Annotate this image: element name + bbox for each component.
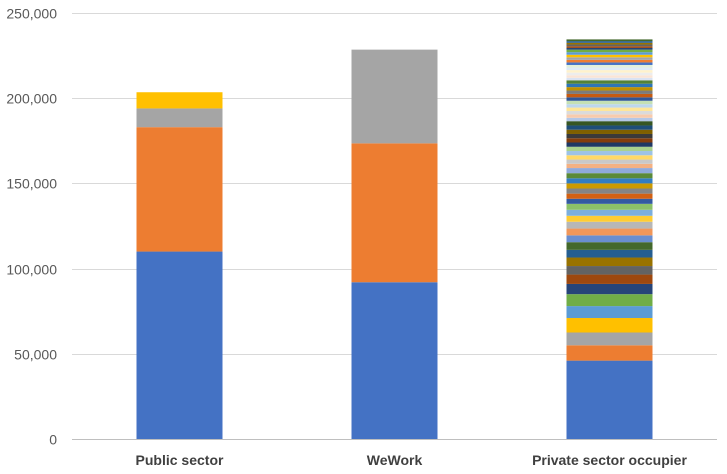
bar-segment: [566, 67, 653, 71]
bar-segment: [566, 209, 653, 216]
bar-segment: [566, 155, 653, 160]
bar-segment: [566, 163, 653, 169]
bar-segment: [566, 215, 653, 222]
bar-segment: [566, 360, 653, 439]
y-tick-label: 250,000: [6, 6, 57, 22]
bar-segment: [566, 283, 653, 295]
x-category-label: Private sector occupier: [532, 452, 687, 468]
bar-stack: [566, 39, 653, 439]
bar-stack: [351, 49, 438, 439]
bar-segment: [566, 87, 653, 91]
bar-stack: [136, 92, 223, 439]
x-category-label: WeWork: [367, 452, 423, 468]
bar-segment: [566, 90, 653, 94]
bar-segment: [351, 143, 438, 283]
bar-segment: [566, 133, 653, 139]
bar-segment: [351, 49, 438, 144]
bar-segment: [136, 108, 223, 128]
bar-segment: [566, 125, 653, 130]
bar-segment: [566, 100, 653, 105]
bar-segment: [136, 92, 223, 109]
bar-segment: [566, 168, 653, 174]
bar-segment: [566, 221, 653, 229]
bar-segment: [566, 178, 653, 184]
bar-segment: [566, 228, 653, 236]
y-tick-label: 200,000: [6, 91, 57, 107]
bar-segment: [566, 110, 653, 115]
x-category-label: Public sector: [136, 452, 224, 468]
y-tick-label: 150,000: [6, 176, 57, 192]
bar-segment: [566, 188, 653, 194]
bar-segment: [566, 75, 653, 78]
bar-segment: [566, 83, 653, 88]
bar-segment: [566, 72, 653, 76]
bar-segment: [566, 93, 653, 98]
bar-segment: [566, 117, 653, 122]
bar-segment: [566, 70, 653, 73]
y-tick-label: 0: [49, 432, 57, 448]
bar-segment: [566, 46, 653, 48]
bar-segment: [566, 274, 653, 284]
bar-segment: [566, 64, 653, 68]
bar-segment: [566, 80, 653, 84]
bar-segment: [566, 42, 653, 45]
bar-segment: [566, 39, 653, 42]
y-tick-label: 50,000: [14, 347, 57, 363]
bar-segment: [566, 54, 653, 58]
bar-segment: [351, 282, 438, 439]
bar-segment: [136, 127, 223, 252]
bar-segment: [566, 266, 653, 275]
y-axis-tick-labels: 0 50,000 100,000 150,000 200,000 250,000: [6, 6, 57, 448]
bar-segment: [566, 41, 653, 43]
bar-segment: [566, 242, 653, 250]
bar-segment: [566, 49, 653, 53]
bar-segment: [566, 107, 653, 111]
bar-segment: [566, 59, 653, 63]
bar-segment: [566, 332, 653, 346]
bar-segment: [566, 97, 653, 101]
bar-segment: [566, 129, 653, 134]
bar-segment: [566, 183, 653, 189]
bar-segment: [566, 121, 653, 126]
bar-segment: [566, 198, 653, 204]
bar-segment: [566, 294, 653, 307]
bar-segment: [566, 114, 653, 118]
bar-segment: [566, 146, 653, 152]
bar-segment: [566, 77, 653, 81]
bar-segment: [566, 57, 653, 60]
bar-segment: [566, 142, 653, 147]
y-tick-label: 100,000: [6, 262, 57, 278]
bars: [136, 39, 653, 439]
bar-segment: [566, 235, 653, 243]
bar-segment: [566, 345, 653, 361]
bar-segment: [566, 151, 653, 156]
bar-segment: [566, 257, 653, 267]
x-axis-category-labels: Public sector WeWork Private sector occupi…: [136, 452, 688, 468]
bar-segment: [566, 47, 653, 50]
bar-segment: [566, 52, 653, 55]
bar-segment: [566, 306, 653, 319]
bar-segment: [566, 138, 653, 143]
bar-segment: [566, 44, 653, 47]
bar-segment: [566, 193, 653, 199]
bar-segment: [566, 249, 653, 258]
bar-segment: [136, 251, 223, 439]
bar-segment: [566, 318, 653, 333]
bar-segment: [566, 203, 653, 210]
bar-segment: [566, 104, 653, 108]
bar-segment: [566, 173, 653, 179]
bar-segment: [566, 159, 653, 164]
bar-segment: [566, 62, 653, 65]
